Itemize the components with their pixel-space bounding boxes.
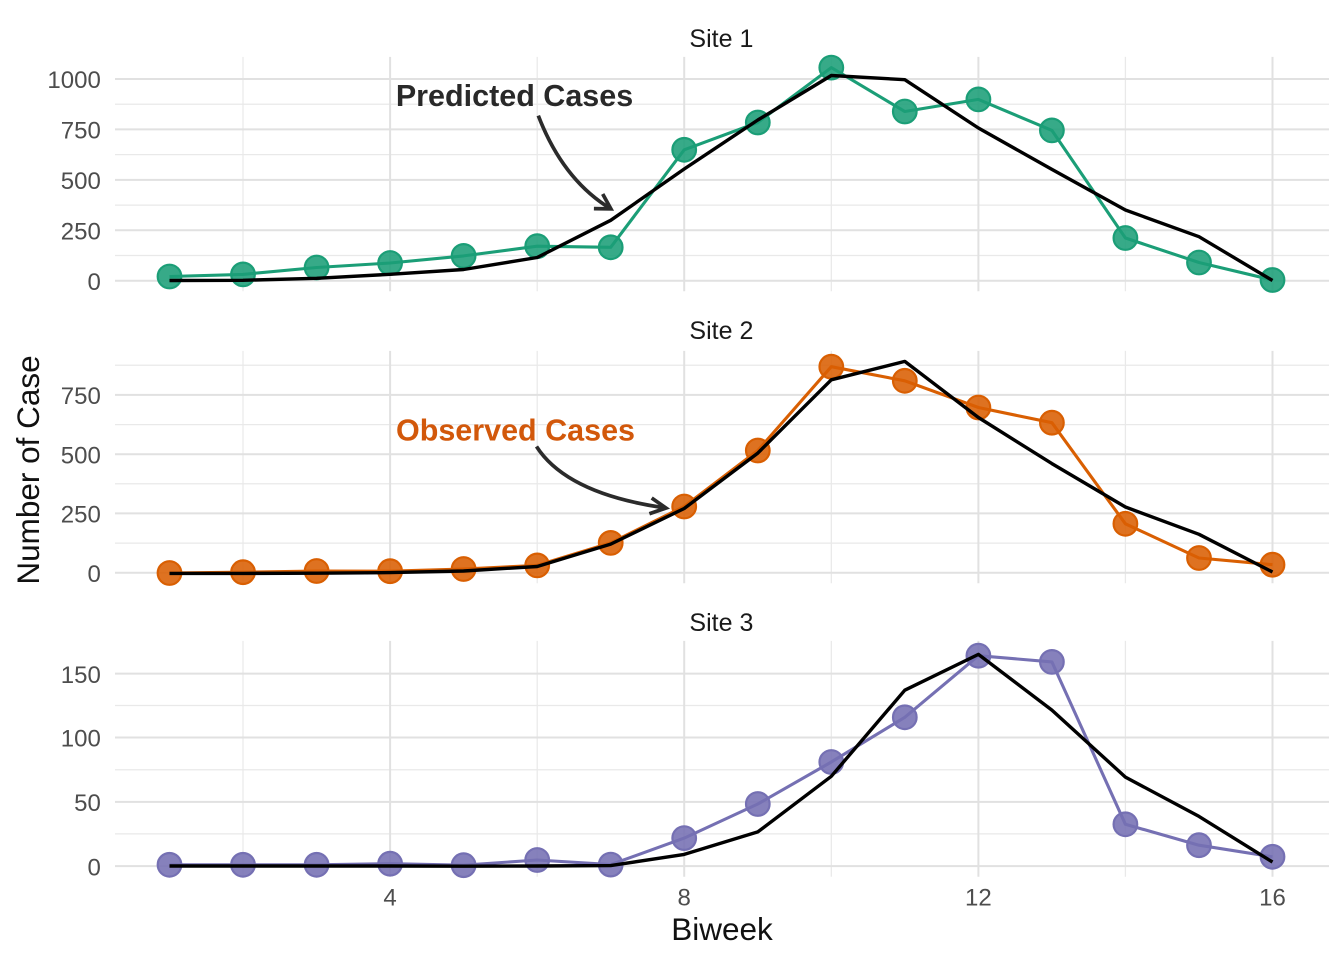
svg-text:750: 750	[61, 383, 101, 410]
svg-text:1000: 1000	[47, 67, 100, 94]
svg-text:Site 3: Site 3	[689, 609, 753, 637]
svg-text:500: 500	[61, 442, 101, 469]
svg-text:8: 8	[678, 885, 691, 912]
svg-text:Biweek: Biweek	[671, 911, 773, 947]
svg-text:750: 750	[61, 118, 101, 145]
svg-text:500: 500	[61, 168, 101, 195]
svg-text:50: 50	[74, 790, 101, 817]
svg-text:100: 100	[61, 726, 101, 753]
svg-text:0: 0	[87, 269, 100, 296]
svg-text:Predicted Cases: Predicted Cases	[396, 79, 633, 113]
svg-text:0: 0	[87, 561, 100, 588]
svg-text:Site 2: Site 2	[689, 317, 753, 345]
svg-text:250: 250	[61, 502, 101, 529]
svg-text:250: 250	[61, 219, 101, 246]
svg-text:Observed Cases: Observed Cases	[396, 414, 635, 448]
svg-text:150: 150	[61, 662, 101, 689]
svg-text:12: 12	[965, 885, 992, 912]
svg-text:16: 16	[1259, 885, 1286, 912]
svg-text:4: 4	[383, 885, 396, 912]
svg-text:Number of Case: Number of Case	[10, 355, 46, 584]
svg-text:0: 0	[87, 854, 100, 881]
svg-text:Site 1: Site 1	[689, 25, 753, 53]
